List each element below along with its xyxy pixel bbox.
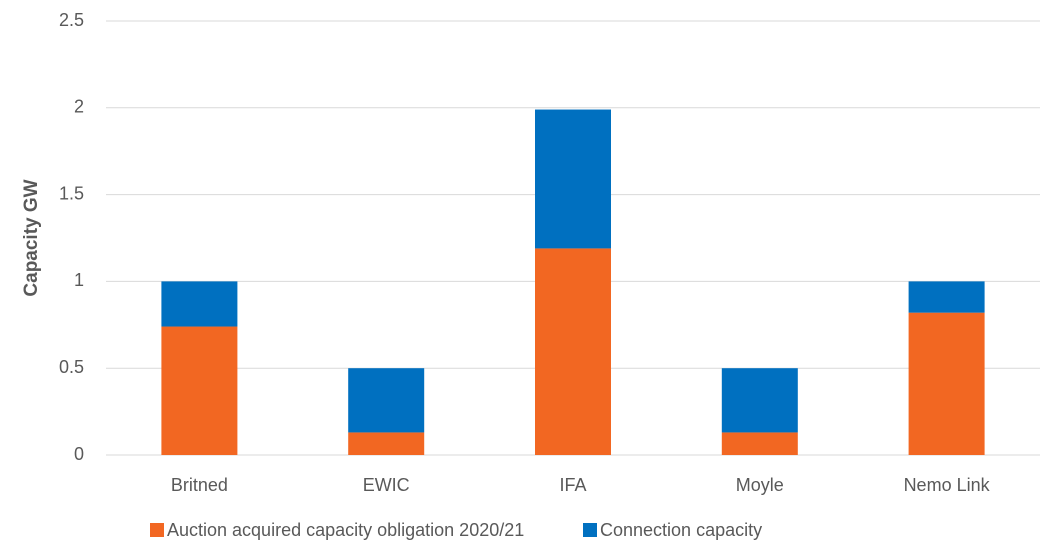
bar-segment bbox=[721, 368, 798, 433]
bar-segment bbox=[161, 326, 238, 455]
x-tick-label: EWIC bbox=[363, 475, 410, 495]
bar-segment bbox=[908, 312, 985, 455]
y-tick-label: 2.5 bbox=[59, 10, 84, 30]
y-axis-label: Capacity GW bbox=[21, 179, 42, 296]
x-tick-label: Britned bbox=[171, 475, 228, 495]
y-tick-label: 1 bbox=[74, 270, 84, 290]
bar-segment bbox=[535, 109, 611, 249]
legend-swatch bbox=[583, 523, 597, 537]
bar-segment bbox=[348, 432, 425, 455]
legend-label: Auction acquired capacity obligation 202… bbox=[167, 520, 524, 540]
bar-segment bbox=[161, 281, 238, 327]
bar-segment bbox=[535, 248, 611, 455]
y-tick-label: 1.5 bbox=[59, 183, 84, 203]
bar-segment bbox=[908, 281, 985, 313]
y-tick-label: 0 bbox=[74, 444, 84, 464]
legend-swatch bbox=[150, 523, 164, 537]
bar-segment bbox=[721, 432, 798, 455]
legend-label: Connection capacity bbox=[600, 520, 762, 540]
y-tick-label: 0.5 bbox=[59, 357, 84, 377]
y-tick-label: 2 bbox=[74, 97, 84, 117]
bar-segment bbox=[348, 368, 425, 433]
x-tick-label: Nemo Link bbox=[904, 475, 991, 495]
x-tick-label: Moyle bbox=[736, 475, 784, 495]
x-tick-label: IFA bbox=[559, 475, 586, 495]
